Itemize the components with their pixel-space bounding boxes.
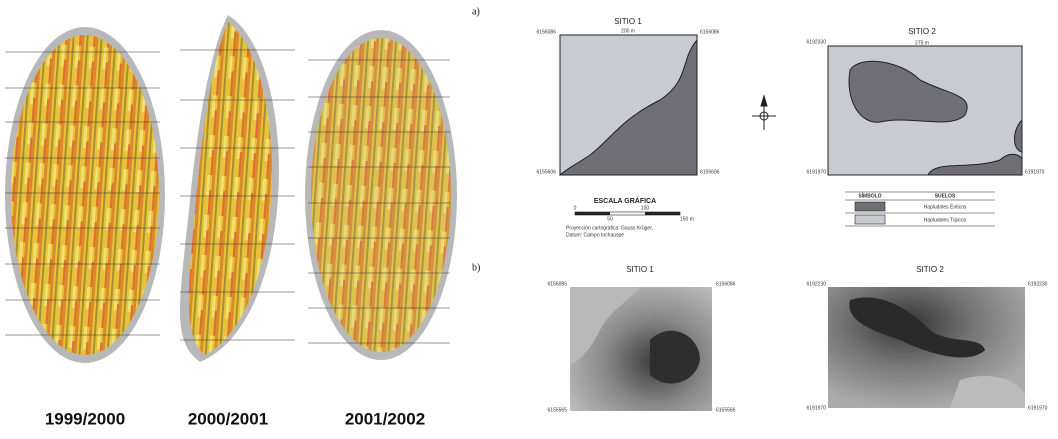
legend-item: Hapludoles Énticos [924,203,967,210]
scale-bar [575,212,680,215]
north-arrow [752,96,776,130]
scale-tick: 150 m [680,216,694,222]
coordinate: 6156086 [537,29,557,35]
soil-map-1 [560,35,697,175]
soil-map-2 [828,46,1022,175]
coordinate: 6155606 [700,169,720,175]
map-title: SITIO 1 [614,17,642,26]
projection-note: Proyección cartográfica: Gauss Krüger, [566,225,653,231]
yield-map-3 [305,30,457,360]
map-title: SITIO 2 [908,27,936,36]
coordinate: 6192230 [1028,281,1048,287]
map-width: 275 m [915,40,929,46]
coordinate: 6155566 [716,407,736,413]
legend-item: Hapludoles Típicos [924,217,967,223]
map-title: SITIO 2 [916,265,944,274]
coordinate: 6156086 [700,29,720,35]
scale-tick: 50 [607,216,613,222]
yield-map-2 [180,15,295,362]
contour-map-2 [828,287,1025,408]
coordinate: 6156086 [716,281,736,287]
coordinate: 6191970 [807,405,827,411]
coordinate: 6191970 [1028,405,1048,411]
legend-header: SÍMBOLO [858,191,881,199]
section-label: a) [472,6,480,17]
map-title: SITIO 1 [626,265,654,274]
coordinate: 6155565 [548,407,568,413]
scale-title: ESCALA GRÁFICA [594,196,656,205]
scale-tick: 100 [641,205,650,211]
coordinate: 6191970 [807,169,827,175]
projection-note: Datum: Campo Inchauspe [566,232,624,238]
season-label: 2001/2002 [345,409,425,428]
coordinate: 6192230 [807,281,827,287]
coordinate: 6191970 [1025,169,1045,175]
yield-map-1 [5,27,165,363]
scale-tick: 0 [574,205,577,211]
season-label: 1999/2000 [45,409,125,428]
map-width: 200 m [621,28,635,34]
coordinate: 6192330 [807,39,827,45]
coordinate: 6155606 [537,169,557,175]
section-label: b) [472,262,480,273]
contour-map-1 [570,287,712,411]
legend-header: SUELOS [935,193,956,199]
coordinate: 6156085 [548,281,568,287]
figure: 1999/2000 2000/2001 2001/2002 a) SITIO 1… [0,0,1058,439]
season-label: 2000/2001 [188,409,268,428]
